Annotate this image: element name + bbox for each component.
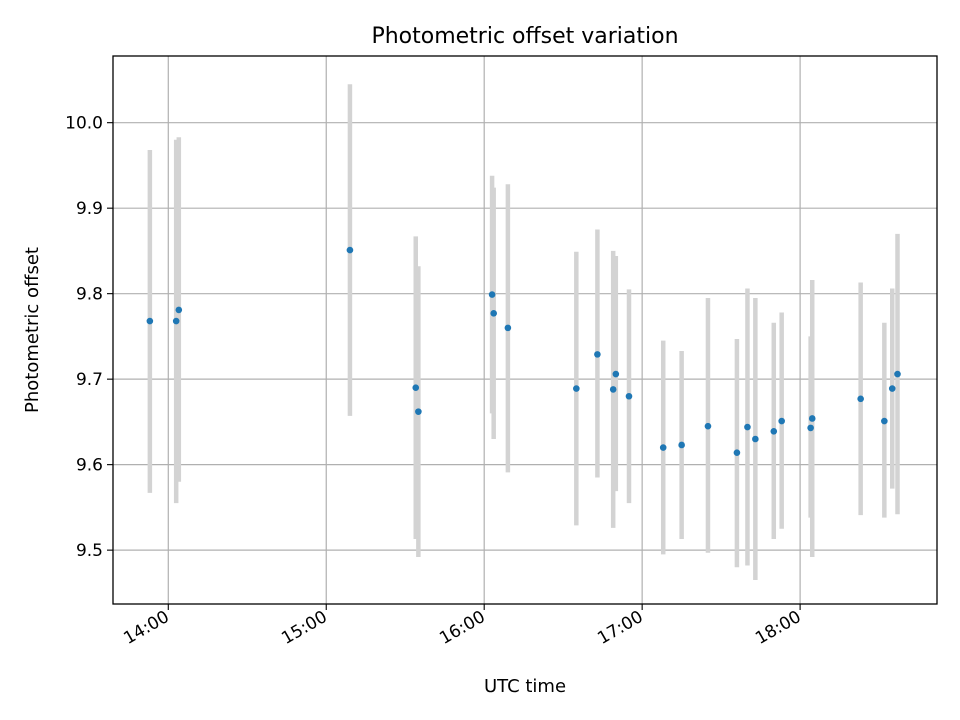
- data-point: [704, 422, 712, 430]
- data-point: [415, 408, 422, 415]
- y-tick-label: 9.9: [76, 199, 103, 219]
- data-point: [659, 444, 667, 451]
- y-tick-label: 9.7: [76, 370, 103, 390]
- grid: [113, 56, 937, 604]
- data-point: [612, 370, 620, 378]
- data-point: [857, 395, 864, 403]
- data-point: [807, 424, 814, 432]
- data-point: [594, 351, 601, 358]
- y-tick-label: 9.8: [76, 285, 103, 305]
- data-point: [412, 384, 420, 392]
- data-point: [678, 441, 685, 449]
- data-point: [175, 306, 183, 314]
- data-point: [573, 385, 580, 392]
- plot-frame: [112, 55, 938, 605]
- data-point: [778, 417, 785, 425]
- chart-title: Photometric offset variation: [371, 24, 678, 49]
- data-point: [770, 428, 778, 435]
- y-tick-label: 10.0: [65, 114, 103, 134]
- data-point: [172, 317, 180, 325]
- data-point: [504, 324, 512, 332]
- data-point: [888, 385, 896, 392]
- data-point: [488, 291, 496, 298]
- data-point: [894, 370, 901, 378]
- data-point: [733, 449, 741, 456]
- y-axis-ticks: 9.5 9.6 9.7 9.8 9.9 10.0: [65, 114, 113, 561]
- data-point: [490, 310, 497, 317]
- data-point: [609, 386, 617, 393]
- data-point: [146, 317, 154, 325]
- y-tick-label: 9.6: [76, 456, 103, 476]
- data-point: [744, 423, 751, 431]
- data-points: [146, 246, 901, 456]
- data-point: [346, 246, 354, 254]
- data-point: [625, 392, 633, 400]
- x-axis-label: UTC time: [484, 676, 566, 697]
- data-point: [808, 415, 816, 422]
- y-axis-label: Photometric offset: [22, 247, 43, 413]
- data-point: [752, 435, 759, 443]
- y-tick-label: 9.5: [76, 541, 103, 561]
- data-point: [881, 417, 888, 425]
